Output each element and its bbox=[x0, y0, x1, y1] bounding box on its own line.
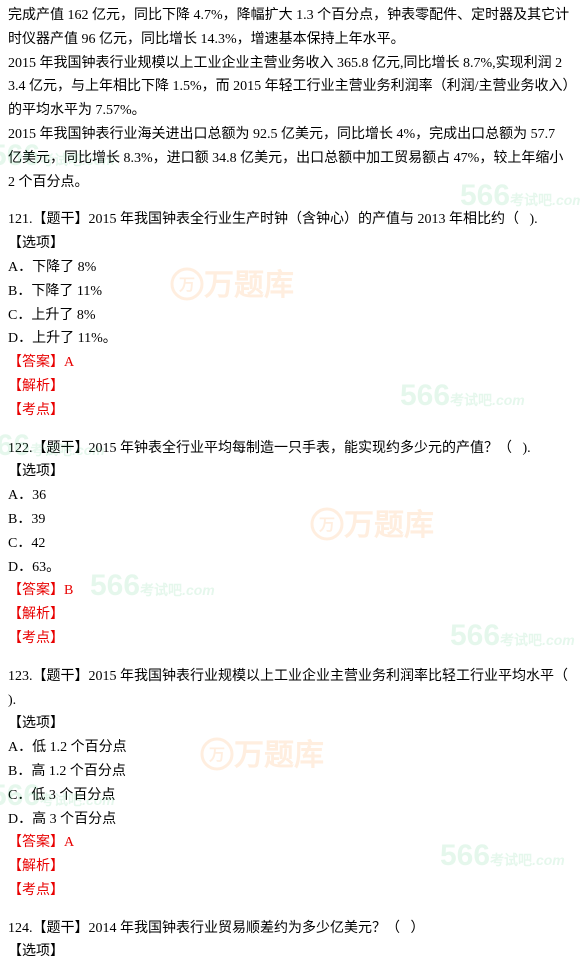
stem-label: 【题干】 bbox=[33, 921, 89, 936]
answer-value: A bbox=[64, 355, 74, 370]
q121-opt-a: A．下降了 8% bbox=[8, 256, 572, 280]
q123-opt-b: B．高 1.2 个百分点 bbox=[8, 760, 572, 784]
options-label: 【选项】 bbox=[8, 460, 572, 484]
question-123: 123.【题干】2015 年我国钟表行业规模以上工业企业主营业务利润率比轻工行业… bbox=[8, 665, 572, 903]
q121-opt-c: C．上升了 8% bbox=[8, 304, 572, 328]
q122-stem: 122.【题干】2015 年钟表全行业平均每制造一只手表，能实现约多少元的产值？… bbox=[8, 437, 572, 461]
q122-opt-a: A．36 bbox=[8, 484, 572, 508]
options-label: 【选项】 bbox=[8, 940, 572, 964]
stem-label: 【题干】 bbox=[33, 669, 89, 684]
stem-label: 【题干】 bbox=[33, 212, 89, 227]
q-number: 122. bbox=[8, 441, 33, 456]
q123-opt-d: D．高 3 个百分点 bbox=[8, 808, 572, 832]
analysis-label: 【解析】 bbox=[8, 603, 572, 627]
q121-opt-d: D．上升了 11%。 bbox=[8, 327, 572, 351]
q-number: 121. bbox=[8, 212, 33, 227]
answer-label: 【答案】 bbox=[8, 355, 64, 370]
passage-line-3: 2015 年我国钟表行业海关进出口总额为 92.5 亿美元，同比增长 4%，完成… bbox=[8, 123, 572, 194]
q123-stem: 123.【题干】2015 年我国钟表行业规模以上工业企业主营业务利润率比轻工行业… bbox=[8, 665, 572, 713]
question-122: 122.【题干】2015 年钟表全行业平均每制造一只手表，能实现约多少元的产值？… bbox=[8, 437, 572, 651]
answer-value: A bbox=[64, 835, 74, 850]
question-121: 121.【题干】2015 年我国钟表全行业生产时钟（含钟心）的产值与 2013 … bbox=[8, 208, 572, 422]
q123-opt-a: A．低 1.2 个百分点 bbox=[8, 736, 572, 760]
q121-answer: 【答案】A bbox=[8, 351, 572, 375]
passage-line-2: 2015 年我国钟表行业规模以上工业企业主营业务收入 365.8 亿元,同比增长… bbox=[8, 52, 572, 123]
answer-label: 【答案】 bbox=[8, 583, 64, 598]
point-label: 【考点】 bbox=[8, 879, 572, 903]
q123-opt-c: C．低 3 个百分点 bbox=[8, 784, 572, 808]
stem-text: 2014 年我国钟表行业贸易顺差约为多少亿美元？（ ） bbox=[89, 921, 425, 936]
stem-label: 【题干】 bbox=[33, 441, 89, 456]
answer-value: B bbox=[64, 583, 73, 598]
analysis-label: 【解析】 bbox=[8, 855, 572, 879]
q121-stem: 121.【题干】2015 年我国钟表全行业生产时钟（含钟心）的产值与 2013 … bbox=[8, 208, 572, 232]
answer-label: 【答案】 bbox=[8, 835, 64, 850]
analysis-label: 【解析】 bbox=[8, 375, 572, 399]
stem-text: 2015 年我国钟表全行业生产时钟（含钟心）的产值与 2013 年相比约（ ). bbox=[89, 212, 538, 227]
q-number: 123. bbox=[8, 669, 33, 684]
point-label: 【考点】 bbox=[8, 627, 572, 651]
q122-answer: 【答案】B bbox=[8, 579, 572, 603]
q123-answer: 【答案】A bbox=[8, 831, 572, 855]
point-label: 【考点】 bbox=[8, 399, 572, 423]
q121-opt-b: B．下降了 11% bbox=[8, 280, 572, 304]
options-label: 【选项】 bbox=[8, 712, 572, 736]
q-number: 124. bbox=[8, 921, 33, 936]
stem-text: 2015 年钟表全行业平均每制造一只手表，能实现约多少元的产值？（ ). bbox=[89, 441, 531, 456]
q122-opt-d: D．63。 bbox=[8, 556, 572, 580]
q122-opt-b: B．39 bbox=[8, 508, 572, 532]
stem-text: 2015 年我国钟表行业规模以上工业企业主营业务利润率比轻工行业平均水平（ ). bbox=[8, 669, 579, 708]
options-label: 【选项】 bbox=[8, 232, 572, 256]
q124-stem: 124.【题干】2014 年我国钟表行业贸易顺差约为多少亿美元？（ ） bbox=[8, 917, 572, 941]
q122-opt-c: C．42 bbox=[8, 532, 572, 556]
passage-block: 完成产值 162 亿元，同比下降 4.7%，降幅扩大 1.3 个百分点，钟表零配… bbox=[8, 4, 572, 194]
passage-line-1: 完成产值 162 亿元，同比下降 4.7%，降幅扩大 1.3 个百分点，钟表零配… bbox=[8, 4, 572, 52]
